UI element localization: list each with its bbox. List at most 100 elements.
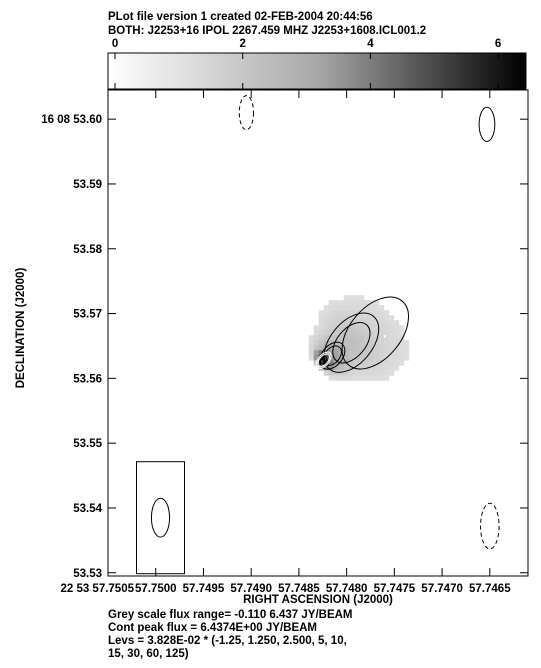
- footer-levels: Levs = 3.828E-02 * (-1.25, 1.250, 2.500,…: [108, 635, 347, 647]
- heatmap-cell: [383, 345, 390, 351]
- heatmap-cell: [403, 345, 410, 351]
- heatmap-cell: [348, 305, 355, 311]
- heatmap-cell: [308, 340, 315, 346]
- heatmap-cell: [363, 320, 370, 326]
- heatmap-cell: [358, 335, 365, 341]
- heatmap-cell: [343, 315, 350, 321]
- heatmap-cell: [333, 350, 340, 356]
- heatmap-cell: [398, 340, 405, 346]
- heatmap-cell: [388, 370, 395, 376]
- plot-frame: [107, 89, 529, 577]
- heatmap-cell: [353, 365, 360, 371]
- heatmap-cell: [318, 315, 325, 321]
- heatmap-cell: [353, 305, 360, 311]
- colorbar-tick-label: 4: [367, 38, 374, 50]
- heatmap-cell: [343, 335, 350, 341]
- heatmap-cell: [373, 310, 380, 316]
- heatmap-cell: [348, 300, 355, 306]
- heatmap-cell: [363, 305, 370, 311]
- heatmap-cell: [333, 355, 340, 361]
- x-tick-label: 57.7470: [421, 583, 463, 595]
- y-tick-label: 53.55: [73, 438, 102, 450]
- heatmap-cell: [313, 330, 320, 336]
- heatmap-cell: [323, 365, 330, 371]
- heatmap-cell: [343, 295, 350, 301]
- heatmap-cell: [308, 355, 315, 361]
- heatmap-cell: [393, 355, 400, 361]
- heatmap-cell: [403, 350, 410, 356]
- heatmap-cell: [323, 345, 330, 351]
- heatmap-cell: [378, 325, 385, 331]
- heatmap-cell: [348, 335, 355, 341]
- heatmap-cell: [363, 345, 370, 351]
- heatmap-cell: [343, 305, 350, 311]
- heatmap-cell: [318, 355, 325, 361]
- x-tick-label: 57.7465: [469, 583, 511, 595]
- x-tick-label: 57.7495: [183, 583, 225, 595]
- heatmap-cell: [378, 375, 385, 381]
- contour-level: [320, 356, 328, 365]
- negative-contour: [238, 95, 255, 131]
- beam-ellipse: [150, 497, 171, 538]
- heatmap-cell: [343, 355, 350, 361]
- heatmap-cell: [388, 340, 395, 346]
- heatmap-cell: [373, 375, 380, 381]
- heatmap-cell: [348, 375, 355, 381]
- heatmap-cell: [333, 335, 340, 341]
- heatmap-cell: [373, 345, 380, 351]
- heatmap-cell: [373, 315, 380, 321]
- footer-levels-cont: 15, 30, 60, 125): [108, 648, 189, 660]
- y-axis-title: DECLINATION (J2000): [15, 268, 27, 389]
- heatmap-cell: [338, 355, 345, 361]
- heatmap-cell: [318, 325, 325, 331]
- heatmap-cell: [313, 355, 320, 361]
- heatmap-cell: [368, 365, 375, 371]
- heatmap-cell: [368, 315, 375, 321]
- contour-set: [238, 95, 500, 550]
- heatmap-cell: [328, 375, 335, 381]
- heatmap-cell: [343, 350, 350, 356]
- heatmap-cell: [368, 320, 375, 326]
- heatmap-cell: [353, 340, 360, 346]
- plot-area: 22 53 57.7505 57.7500 57.7495 57.7490 57.748…: [41, 89, 529, 595]
- heatmap-cell: [333, 315, 340, 321]
- heatmap-cell: [308, 335, 315, 341]
- heatmap-cell: [348, 330, 355, 336]
- heatmap-cell: [378, 355, 385, 361]
- heatmap-cell: [403, 355, 410, 361]
- heatmap-cell: [388, 335, 395, 341]
- heatmap-cell: [353, 335, 360, 341]
- heatmap-cell: [318, 320, 325, 326]
- contour-level: [317, 353, 330, 367]
- contour-level: [332, 322, 371, 364]
- heatmap-cell: [323, 320, 330, 326]
- heatmap-cell: [358, 305, 365, 311]
- heatmap-cell: [388, 330, 395, 336]
- heatmap-cell: [398, 335, 405, 341]
- heatmap-cell: [358, 345, 365, 351]
- y-tick-label: 53.58: [73, 244, 102, 256]
- heatmap-cell: [313, 350, 320, 356]
- heatmap-cell: [348, 340, 355, 346]
- heatmap-cell: [383, 360, 390, 366]
- heatmap-cell: [348, 295, 355, 301]
- heatmap-cell: [368, 340, 375, 346]
- heatmap-cell: [368, 330, 375, 336]
- heatmap-cell: [383, 350, 390, 356]
- heatmap-cell: [393, 365, 400, 371]
- heatmap-cell: [388, 355, 395, 361]
- heatmap-cell: [348, 310, 355, 316]
- heatmap-cell: [353, 325, 360, 331]
- heatmap-cell: [398, 350, 405, 356]
- heatmap-cell: [393, 320, 400, 326]
- heatmap-cell: [323, 325, 330, 331]
- heatmap-cell: [398, 325, 405, 331]
- heatmap-cell: [373, 350, 380, 356]
- heatmap-cell: [373, 325, 380, 331]
- heatmap-cell: [393, 340, 400, 346]
- heatmap-cell: [328, 325, 335, 331]
- heatmap-cell: [358, 340, 365, 346]
- heatmap-cell: [358, 325, 365, 331]
- heatmap-cell: [373, 320, 380, 326]
- heatmap-cell: [383, 335, 390, 341]
